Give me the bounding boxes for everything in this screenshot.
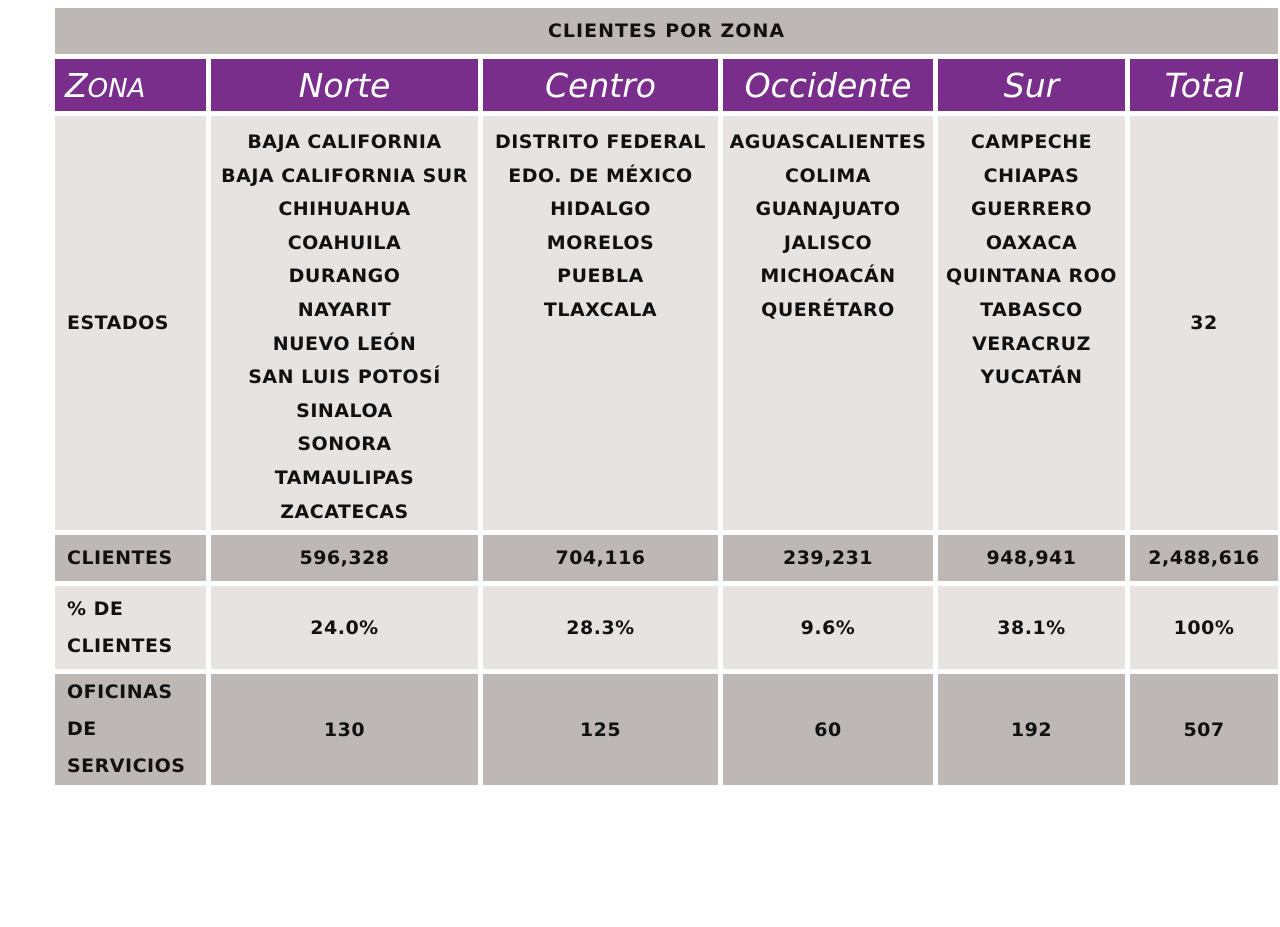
oficinas-centro: 125 — [483, 674, 718, 785]
pct-clientes-sur: 38.1% — [938, 586, 1125, 669]
pct-clientes-label: % DE CLIENTES — [55, 586, 206, 669]
state-name: EDO. DE MÉXICO — [508, 164, 693, 187]
state-name: QUERÉTARO — [761, 298, 895, 321]
clientes-por-zona-table-wrapper: CLIENTES POR ZONA ZONA Norte Centro Occi… — [50, 3, 1280, 790]
pct-clientes-row: % DE CLIENTES 24.0% 28.3% 9.6% 38.1% 100% — [55, 586, 1279, 669]
estados-total: 32 — [1130, 116, 1279, 530]
state-name: COLIMA — [785, 164, 871, 187]
clientes-label: CLIENTES — [55, 535, 206, 581]
pct-clientes-occidente: 9.6% — [723, 586, 933, 669]
state-name: MICHOACÁN — [760, 265, 896, 288]
clientes-sur: 948,941 — [938, 535, 1125, 581]
clientes-occidente: 239,231 — [723, 535, 933, 581]
pct-clientes-centro: 28.3% — [483, 586, 718, 669]
pct-clientes-label-line2: CLIENTES — [67, 634, 173, 657]
header-zona-rest: ONA — [87, 73, 146, 104]
clientes-row: CLIENTES 596,328 704,116 239,231 948,941… — [55, 535, 1279, 581]
state-name: HIDALGO — [550, 198, 651, 221]
table-title: CLIENTES POR ZONA — [55, 8, 1279, 54]
estados-norte-list: BAJA CALIFORNIA BAJA CALIFORNIA SUR CHIHUA… — [211, 116, 478, 530]
state-name: YUCATÁN — [980, 366, 1083, 389]
state-name: MORELOS — [546, 231, 655, 254]
state-name: VERACRUZ — [972, 332, 1091, 355]
pct-clientes-total: 100% — [1130, 586, 1279, 669]
state-name: TLAXCALA — [543, 298, 658, 321]
state-name: SAN LUIS POTOSÍ — [248, 366, 441, 389]
state-name: CHIAPAS — [983, 164, 1080, 187]
state-name: NAYARIT — [297, 298, 392, 321]
state-name: ZACATECAS — [280, 500, 409, 523]
header-sur: Sur — [938, 59, 1125, 111]
clientes-por-zona-table: CLIENTES POR ZONA ZONA Norte Centro Occi… — [50, 3, 1280, 790]
state-name: BAJA CALIFORNIA SUR — [221, 164, 468, 187]
state-name: JALISCO — [783, 231, 873, 254]
header-row: ZONA Norte Centro Occidente Sur Total — [55, 59, 1279, 111]
estados-centro-list: DISTRITO FEDERAL EDO. DE MÉXICO HIDALGO MOR… — [483, 116, 718, 530]
state-name: OAXACA — [985, 231, 1078, 254]
state-name: DISTRITO FEDERAL — [494, 131, 707, 153]
state-name: PUEBLA — [557, 265, 644, 288]
estados-sur-list: CAMPECHE CHIAPAS GUERRERO OAXACA QUINTANA RO… — [938, 116, 1125, 530]
title-row: CLIENTES POR ZONA — [55, 8, 1279, 54]
oficinas-sur: 192 — [938, 674, 1125, 785]
state-name: AGUASCALIENTES — [729, 131, 927, 153]
header-zona: ZONA — [55, 59, 206, 111]
oficinas-occidente: 60 — [723, 674, 933, 785]
oficinas-label: OFICINAS DE SERVICIOS — [55, 674, 206, 785]
state-name: GUERRERO — [970, 198, 1093, 221]
header-total: Total — [1130, 59, 1279, 111]
oficinas-label-line1: OFICINAS DE — [67, 681, 173, 740]
state-name: TAMAULIPAS — [274, 466, 415, 489]
state-name: DURANGO — [288, 265, 401, 288]
pct-clientes-label-line1: % DE — [67, 597, 124, 620]
estados-row: ESTADOS BAJA CALIFORNIA BAJA CALIFORNIA S… — [55, 116, 1279, 530]
state-name: QUINTANA ROO — [946, 265, 1117, 288]
state-name: BAJA CALIFORNIA — [247, 131, 442, 153]
oficinas-label-line2: SERVICIOS — [67, 755, 186, 777]
header-centro: Centro — [483, 59, 718, 111]
oficinas-norte: 130 — [211, 674, 478, 785]
header-zona-first: Z — [65, 65, 88, 105]
oficinas-total: 507 — [1130, 674, 1279, 785]
clientes-norte: 596,328 — [211, 535, 478, 581]
oficinas-row: OFICINAS DE SERVICIOS 130 125 60 192 507 — [55, 674, 1279, 785]
state-name: TABASCO — [980, 298, 1083, 321]
estados-label: ESTADOS — [55, 116, 206, 530]
header-norte: Norte — [211, 59, 478, 111]
state-name: CHIHUAHUA — [278, 198, 411, 221]
estados-occidente-list: AGUASCALIENTES COLIMA GUANAJUATO JALISCO MIC… — [723, 116, 933, 530]
state-name: NUEVO LEÓN — [272, 332, 417, 355]
state-name: CAMPECHE — [970, 131, 1093, 153]
state-name: GUANAJUATO — [755, 198, 901, 221]
pct-clientes-norte: 24.0% — [211, 586, 478, 669]
state-name: SINALOA — [296, 399, 393, 422]
state-name: SONORA — [297, 433, 392, 456]
clientes-total: 2,488,616 — [1130, 535, 1279, 581]
clientes-centro: 704,116 — [483, 535, 718, 581]
header-occidente: Occidente — [723, 59, 933, 111]
state-name: COAHUILA — [287, 231, 402, 254]
